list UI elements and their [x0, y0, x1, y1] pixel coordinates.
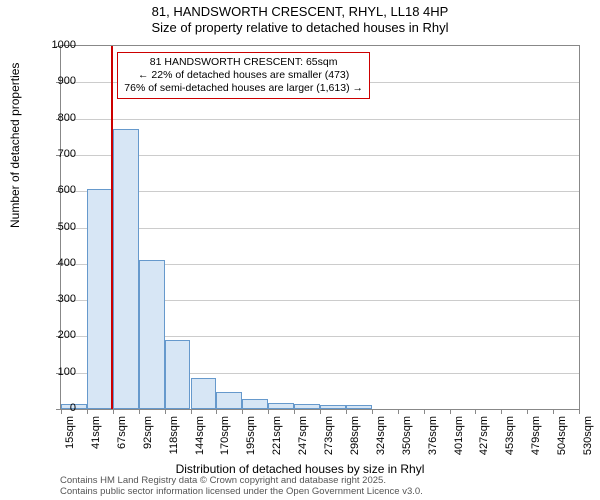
- x-tick-mark: [424, 409, 425, 414]
- histogram-bar: [268, 403, 294, 409]
- x-tick-label: 15sqm: [64, 416, 76, 466]
- x-tick-mark: [398, 409, 399, 414]
- x-tick-mark: [346, 409, 347, 414]
- y-tick-label: 700: [36, 148, 76, 160]
- x-tick-mark: [216, 409, 217, 414]
- x-tick-label: 195sqm: [245, 416, 257, 466]
- x-tick-label: 298sqm: [349, 416, 361, 466]
- x-tick-label: 427sqm: [478, 416, 490, 466]
- histogram-bar: [294, 404, 320, 409]
- y-axis-label: Number of detached properties: [8, 63, 22, 228]
- x-tick-mark: [553, 409, 554, 414]
- grid-line: [61, 191, 579, 192]
- annotation-line-2: ← 22% of detached houses are smaller (47…: [124, 69, 363, 82]
- annotation-line-1: 81 HANDSWORTH CRESCENT: 65sqm: [124, 56, 363, 69]
- y-tick-label: 500: [36, 221, 76, 233]
- x-tick-mark: [268, 409, 269, 414]
- histogram-bar: [191, 378, 217, 409]
- grid-line: [61, 155, 579, 156]
- x-tick-label: 118sqm: [168, 416, 180, 466]
- x-tick-label: 273sqm: [323, 416, 335, 466]
- annotation-callout: 81 HANDSWORTH CRESCENT: 65sqm ← 22% of d…: [117, 52, 370, 99]
- y-tick-label: 200: [36, 329, 76, 341]
- footer-line-2: Contains public sector information licen…: [60, 487, 423, 498]
- histogram-bar: [216, 392, 242, 409]
- x-tick-label: 170sqm: [219, 416, 231, 466]
- chart-plot-area: 81 HANDSWORTH CRESCENT: 65sqm ← 22% of d…: [60, 45, 580, 410]
- x-tick-label: 92sqm: [142, 416, 154, 466]
- x-tick-mark: [294, 409, 295, 414]
- y-tick-label: 800: [36, 112, 76, 124]
- x-tick-mark: [113, 409, 114, 414]
- chart-title: 81, HANDSWORTH CRESCENT, RHYL, LL18 4HP …: [0, 0, 600, 35]
- y-tick-label: 900: [36, 75, 76, 87]
- x-tick-label: 479sqm: [530, 416, 542, 466]
- x-tick-mark: [579, 409, 580, 414]
- x-tick-label: 144sqm: [194, 416, 206, 466]
- y-tick-label: 600: [36, 184, 76, 196]
- x-tick-mark: [450, 409, 451, 414]
- x-tick-label: 350sqm: [401, 416, 413, 466]
- x-tick-label: 376sqm: [427, 416, 439, 466]
- title-line-2: Size of property relative to detached ho…: [0, 20, 600, 36]
- x-tick-label: 67sqm: [116, 416, 128, 466]
- x-tick-label: 453sqm: [504, 416, 516, 466]
- histogram-bar: [242, 399, 268, 409]
- x-tick-mark: [320, 409, 321, 414]
- x-tick-mark: [87, 409, 88, 414]
- x-tick-mark: [501, 409, 502, 414]
- grid-line: [61, 228, 579, 229]
- y-tick-label: 0: [36, 402, 76, 414]
- x-tick-label: 530sqm: [582, 416, 594, 466]
- x-tick-label: 247sqm: [297, 416, 309, 466]
- grid-line: [61, 119, 579, 120]
- histogram-bar: [320, 405, 346, 409]
- histogram-bar: [87, 189, 113, 409]
- x-tick-mark: [475, 409, 476, 414]
- x-tick-label: 41sqm: [90, 416, 102, 466]
- x-tick-mark: [527, 409, 528, 414]
- x-tick-mark: [372, 409, 373, 414]
- x-tick-label: 504sqm: [556, 416, 568, 466]
- x-tick-mark: [242, 409, 243, 414]
- y-tick-label: 100: [36, 366, 76, 378]
- x-tick-label: 221sqm: [271, 416, 283, 466]
- y-tick-label: 400: [36, 257, 76, 269]
- histogram-bar: [346, 405, 372, 409]
- x-tick-mark: [139, 409, 140, 414]
- property-marker-line: [111, 46, 113, 409]
- histogram-bar: [165, 340, 191, 409]
- footer-attribution: Contains HM Land Registry data © Crown c…: [60, 476, 423, 498]
- y-tick-label: 1000: [36, 39, 76, 51]
- annotation-line-3: 76% of semi-detached houses are larger (…: [124, 82, 363, 95]
- x-tick-label: 401sqm: [453, 416, 465, 466]
- histogram-bar: [139, 260, 165, 409]
- x-tick-mark: [165, 409, 166, 414]
- x-tick-mark: [191, 409, 192, 414]
- histogram-bar: [113, 129, 139, 409]
- title-line-1: 81, HANDSWORTH CRESCENT, RHYL, LL18 4HP: [0, 4, 600, 20]
- x-tick-label: 324sqm: [375, 416, 387, 466]
- y-tick-label: 300: [36, 293, 76, 305]
